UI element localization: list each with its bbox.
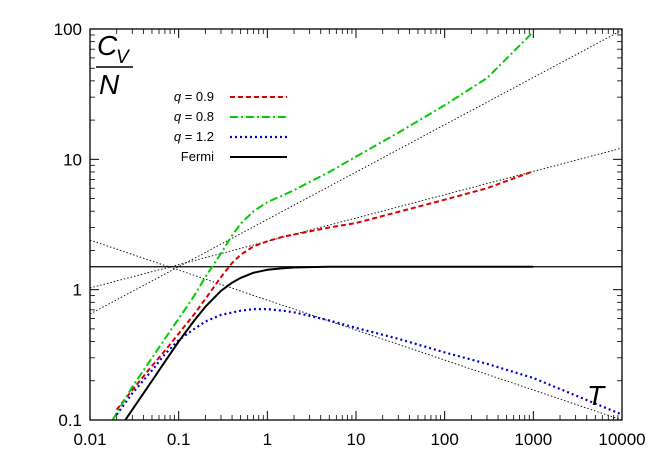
legend-entry: Fermi [181,149,287,164]
x-tick-label: 10 [347,430,366,449]
x-axis-label: T [587,380,606,411]
x-tick-label: 1 [263,430,272,449]
series-lines [111,31,622,420]
x-tick-label: 0.01 [73,430,106,449]
legend: q = 0.9 q = 0.8 q = 1.2 Fermi [174,89,287,164]
series-line-1 [115,170,534,411]
reference-lines [90,29,622,420]
series-line-2 [111,31,535,420]
legend-label: q = 1.2 [174,129,214,144]
legend-entry: q = 0.8 [174,109,287,124]
series-line-3 [115,308,622,416]
reference-line [90,147,622,289]
series-line-4 [124,265,534,420]
legend-label: q = 0.9 [174,89,214,104]
y-axis-label-denominator: N [99,69,120,100]
y-tick-label: 0.1 [58,411,82,430]
y-tick-label: 10 [63,150,82,169]
plot-frame [89,28,623,421]
legend-label: Fermi [181,149,214,164]
x-tick-label: 100 [430,430,458,449]
y-tick-label: 1 [73,281,82,300]
y-tick-label: 100 [54,20,82,39]
legend-label: q = 0.8 [174,109,214,124]
legend-entry: q = 1.2 [174,129,287,144]
x-tick-label: 1000 [514,430,552,449]
x-tick-label: 0.1 [167,430,191,449]
reference-line [90,29,622,315]
x-tick-label: 10000 [598,430,645,449]
legend-entry: q = 0.9 [174,89,287,104]
y-axis-label-subscript: V [116,47,131,68]
reference-line [90,239,622,420]
y-axis-label-numerator: C [97,30,118,61]
